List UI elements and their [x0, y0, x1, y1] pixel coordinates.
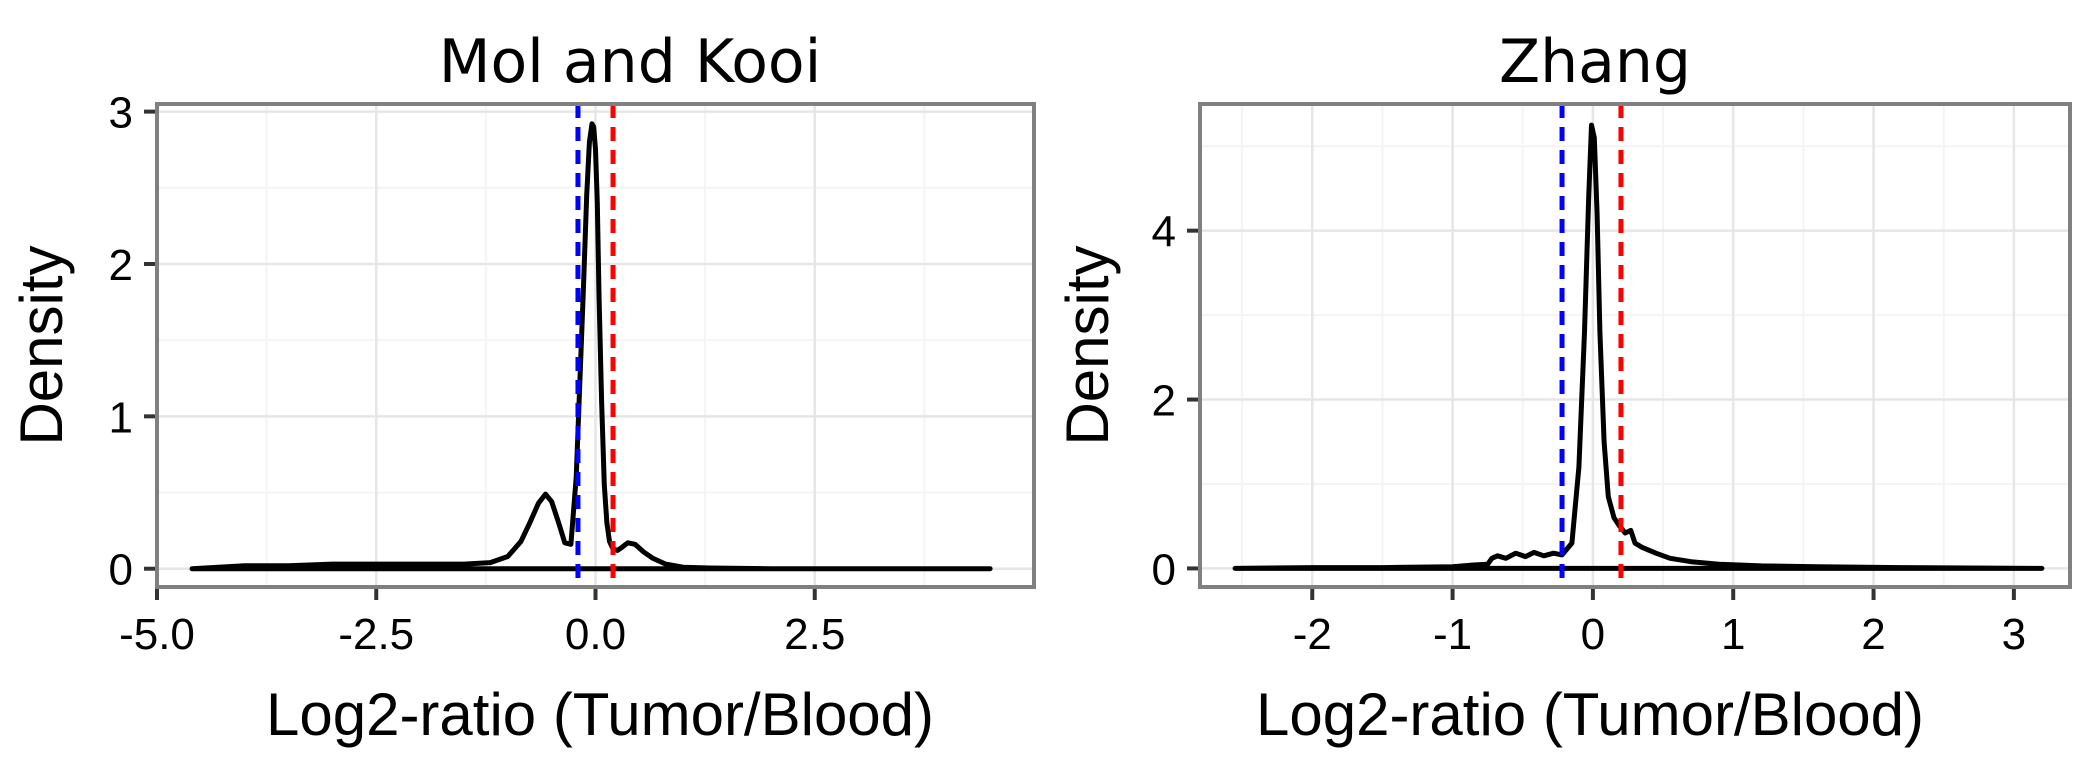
- plot-border: [155, 102, 1036, 589]
- y-axis-label: Density: [1054, 245, 1121, 445]
- x-axis-label: Log2-ratio (Tumor/Blood): [266, 681, 934, 748]
- x-tick-label: -2: [1293, 610, 1332, 659]
- plot-background: [1200, 104, 2070, 587]
- y-tick-label: 4: [1152, 208, 1176, 257]
- x-tick-label: 2.5: [784, 610, 845, 659]
- panel-mol-and-kooi: -5.0 -2.5 0.0 2.5 0 1 2 3 Mol and Kooi Log2-ratio…: [8, 27, 1036, 748]
- x-tick-label: -1: [1433, 610, 1472, 659]
- x-axis-label: Log2-ratio (Tumor/Blood): [1256, 681, 1924, 748]
- x-tick-label: 0.0: [565, 610, 626, 659]
- y-tick-label: 0: [109, 546, 133, 595]
- x-tick-label: 3: [2002, 610, 2026, 659]
- x-tick-label: 2: [1861, 610, 1885, 659]
- plot-border: [1198, 102, 2072, 589]
- panel-zhang: -2 -1 0 1 2 3 0 2 4 Zhang Log2-ratio (Tumor/Blood)…: [1054, 27, 2072, 748]
- x-tick-label: 1: [1721, 610, 1745, 659]
- density-curve: [1232, 122, 2045, 571]
- y-tick-label: 3: [109, 89, 133, 138]
- density-curve: [189, 121, 993, 572]
- chart-title: Zhang: [1499, 27, 1691, 97]
- chart-title: Mol and Kooi: [439, 27, 822, 97]
- y-tick-label: 0: [1152, 545, 1176, 594]
- y-tick-label: 2: [109, 241, 133, 290]
- x-tick-label: 0: [1581, 610, 1605, 659]
- y-tick-label: 1: [109, 393, 133, 442]
- y-axis-label: Density: [8, 245, 75, 445]
- y-tick-label: 2: [1152, 377, 1176, 426]
- x-tick-label: -2.5: [338, 610, 414, 659]
- x-tick-label: -5.0: [119, 610, 195, 659]
